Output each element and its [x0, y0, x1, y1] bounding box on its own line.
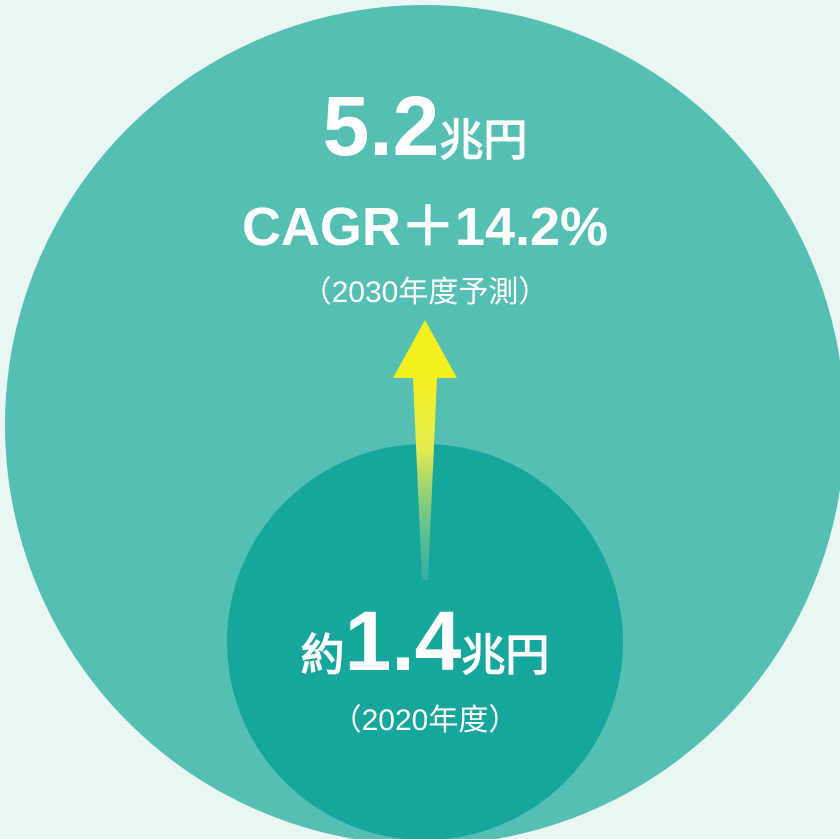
- inner-amount: 約1.4兆円: [301, 594, 550, 688]
- inner-note: （2020年度）: [332, 704, 519, 737]
- outer-unit: 兆円: [439, 116, 527, 165]
- inner-circle: [227, 444, 623, 839]
- outer-value: 5.2: [323, 79, 440, 173]
- outer-growth: CAGR＋14.2%: [242, 197, 608, 257]
- arrow-shaft: [413, 378, 437, 580]
- outer-amount: 5.2兆円: [323, 79, 528, 173]
- inner-unit: 兆円: [461, 631, 549, 680]
- inner-prefix: 約: [301, 631, 345, 680]
- inner-value: 1.4: [345, 594, 462, 688]
- arrow-head: [393, 320, 457, 378]
- outer-note: （2030年度予測）: [302, 276, 549, 309]
